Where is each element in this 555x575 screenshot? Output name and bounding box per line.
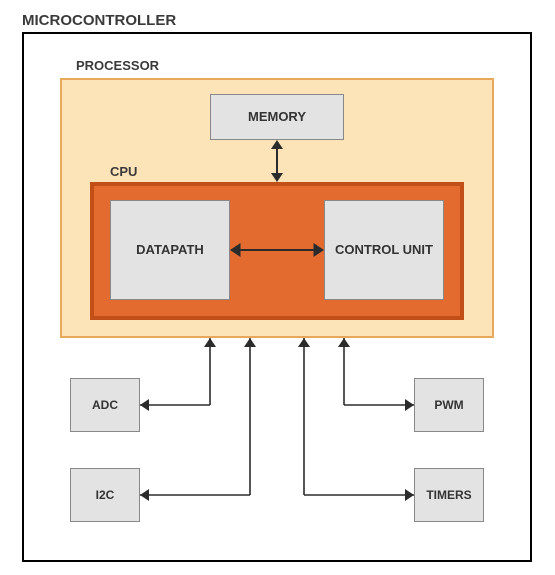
processor-label: PROCESSOR bbox=[76, 58, 159, 73]
timers-block: TIMERS bbox=[414, 468, 484, 522]
pwm-block: PWM bbox=[414, 378, 484, 432]
diagram-stage: MICROCONTROLLER PROCESSOR MEMORY CPU DAT… bbox=[0, 0, 555, 575]
adc-block: ADC bbox=[70, 378, 140, 432]
control-unit-block: CONTROL UNIT bbox=[324, 200, 444, 300]
cpu-label: CPU bbox=[110, 164, 137, 179]
memory-block: MEMORY bbox=[210, 94, 344, 140]
microcontroller-label: MICROCONTROLLER bbox=[22, 12, 176, 29]
datapath-block: DATAPATH bbox=[110, 200, 230, 300]
i2c-block: I2C bbox=[70, 468, 140, 522]
